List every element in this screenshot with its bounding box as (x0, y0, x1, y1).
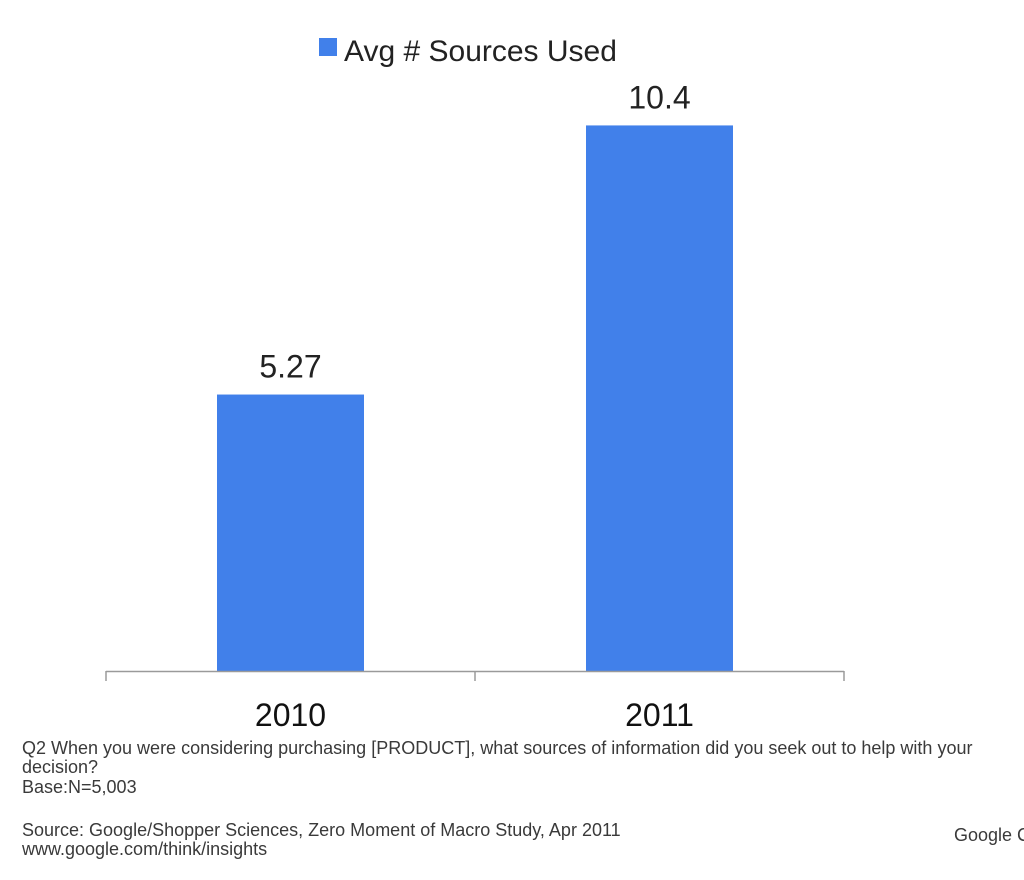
bars-group: 5.27 10.4 (217, 79, 733, 672)
survey-question-note: Q2 When you were considering purchasing … (22, 738, 973, 777)
legend-swatch (319, 38, 337, 56)
source-note: Source: Google/Shopper Sciences, Zero Mo… (22, 820, 621, 840)
bar-chart: Avg # Sources Used 5.27 10.4 2010 2011 (105, 35, 845, 733)
x-tick-labels: 2010 2011 (255, 697, 694, 733)
value-label-2011: 10.4 (628, 79, 690, 115)
source-url: www.google.com/think/insights (22, 839, 268, 859)
google-brand-mark: Google C (954, 825, 1024, 845)
sample-base-note: Base:N=5,003 (22, 777, 137, 797)
legend: Avg # Sources Used (319, 35, 617, 68)
value-label-2010: 5.27 (259, 349, 321, 385)
category-label-2010: 2010 (255, 697, 326, 733)
category-label-2011: 2011 (625, 697, 694, 733)
bar-2011 (586, 125, 733, 672)
x-axis (105, 670, 845, 681)
legend-label: Avg # Sources Used (344, 35, 617, 68)
bar-2010 (217, 394, 364, 671)
